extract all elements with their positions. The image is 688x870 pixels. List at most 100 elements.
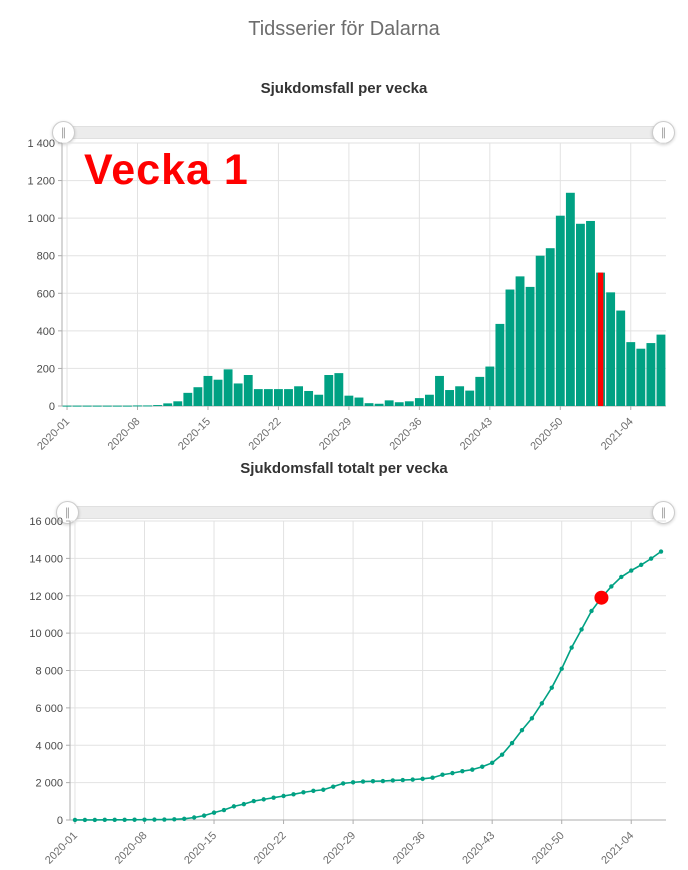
bar-2020-45[interactable] [505,289,515,406]
bar-2020-46[interactable] [515,276,525,406]
data-point-2020-43[interactable] [489,760,495,766]
bar-2020-47[interactable] [525,286,535,406]
data-point-2020-51[interactable] [569,645,574,650]
bar-2021-07[interactable] [656,334,666,406]
data-point-2020-11[interactable] [172,817,177,822]
cumulative-slider-left-handle[interactable]: ∥ [56,501,79,524]
data-point-2021-06[interactable] [648,556,654,561]
bar-2020-53[interactable] [586,220,595,406]
data-point-2020-36[interactable] [420,776,425,782]
bar-2020-35[interactable] [404,401,414,406]
data-point-2020-02[interactable] [82,817,88,823]
bar-2021-02[interactable] [606,292,616,406]
data-point-2020-04[interactable] [102,817,107,823]
highlighted-bar[interactable] [597,272,604,406]
data-point-2020-07[interactable] [132,817,137,822]
data-point-2020-28[interactable] [340,781,346,786]
weekly-cases-bar-chart[interactable]: 0 200 400 600 800 1 000 1 200 1 400 2020-01 2020-… [0,138,688,460]
bar-2020-04[interactable] [92,405,102,407]
bar-2021-05[interactable] [636,348,646,406]
bar-2020-44[interactable] [495,323,505,406]
data-point-2020-08[interactable] [142,817,147,822]
data-point-2020-30[interactable] [360,779,366,784]
data-point-2020-42[interactable] [480,764,485,769]
bar-2020-32[interactable] [374,403,384,406]
bar-2020-20[interactable] [253,389,263,406]
bar-2020-07[interactable] [123,405,132,407]
bar-2020-49[interactable] [545,248,555,406]
bar-2020-16[interactable] [213,379,223,406]
data-point-2020-12[interactable] [182,816,187,822]
bar-2020-11[interactable] [163,403,173,406]
data-point-2020-13[interactable] [191,815,197,820]
bar-2020-28[interactable] [334,373,344,406]
bar-2020-29[interactable] [344,395,354,406]
data-point-2020-48[interactable] [539,701,545,706]
data-point-2020-23[interactable] [291,792,296,797]
bar-2020-36[interactable] [414,398,424,406]
bar-2021-04[interactable] [626,342,636,406]
data-point-2020-22[interactable] [281,793,286,799]
data-point-2020-44[interactable] [499,752,505,757]
data-point-2020-40[interactable] [460,768,465,774]
bar-2020-12[interactable] [173,401,183,406]
data-point-2020-39[interactable] [450,770,455,776]
data-point-2020-27[interactable] [331,784,336,789]
bar-2020-52[interactable] [576,223,585,406]
data-point-2020-47[interactable] [529,716,535,721]
bar-2020-01[interactable] [62,405,72,407]
bar-2020-38[interactable] [435,375,444,406]
data-point-2020-33[interactable] [390,778,396,783]
bar-2020-03[interactable] [82,405,92,407]
bar-2020-21[interactable] [263,389,273,406]
data-point-2020-34[interactable] [400,777,405,783]
bar-2020-43[interactable] [485,366,495,406]
data-point-2020-25[interactable] [311,788,316,794]
data-point-2020-10[interactable] [162,817,167,822]
bar-2020-18[interactable] [233,383,243,406]
cumulative-cases-line-chart[interactable]: 0 2 000 4 000 6 000 8 000 10 000 12 000 14 000 1… [0,516,688,870]
bar-2020-39[interactable] [445,390,454,406]
bar-2020-33[interactable] [384,400,394,406]
bar-2020-22[interactable] [274,389,283,406]
bar-2020-13[interactable] [183,392,193,406]
cumulative-slider-right-handle[interactable]: ∥ [652,501,675,524]
data-point-2020-37[interactable] [430,775,435,780]
data-point-2020-46[interactable] [519,727,525,733]
bar-2020-26[interactable] [314,394,324,406]
data-point-2020-38[interactable] [440,772,445,777]
data-point-2020-50[interactable] [559,666,564,671]
bar-2020-31[interactable] [364,403,374,406]
data-point-2020-01[interactable] [72,817,78,823]
data-point-2020-31[interactable] [370,779,376,784]
bar-2020-42[interactable] [475,376,485,406]
data-point-2020-17[interactable] [231,804,237,809]
bar-2020-51[interactable] [565,192,575,406]
bar-2020-50[interactable] [555,215,565,406]
bar-2020-08[interactable] [133,405,142,407]
bar-2021-06[interactable] [646,343,656,406]
bar-2020-05[interactable] [102,405,112,407]
data-point-2020-53[interactable] [589,608,594,614]
bar-2020-30[interactable] [354,397,364,406]
data-point-2021-03[interactable] [619,574,624,580]
data-point-2020-03[interactable] [92,817,98,823]
bar-2020-10[interactable] [153,405,163,407]
bar-2020-48[interactable] [535,255,545,406]
bar-2020-41[interactable] [465,390,475,406]
data-point-2020-41[interactable] [470,767,475,772]
data-point-2020-29[interactable] [350,780,356,785]
bar-2020-37[interactable] [425,394,434,406]
bar-2020-06[interactable] [112,405,122,407]
bar-2020-14[interactable] [193,387,203,406]
data-point-2020-16[interactable] [221,807,227,813]
bar-2020-17[interactable] [223,369,233,406]
data-point-2020-20[interactable] [261,797,266,802]
data-point-2020-18[interactable] [241,801,247,807]
bar-2020-34[interactable] [394,402,404,406]
data-point-2021-04[interactable] [629,568,634,573]
data-point-2021-07[interactable] [658,549,664,554]
highlighted-dot[interactable] [594,590,609,605]
data-point-2020-06[interactable] [122,817,127,822]
data-point-2020-19[interactable] [251,798,256,804]
